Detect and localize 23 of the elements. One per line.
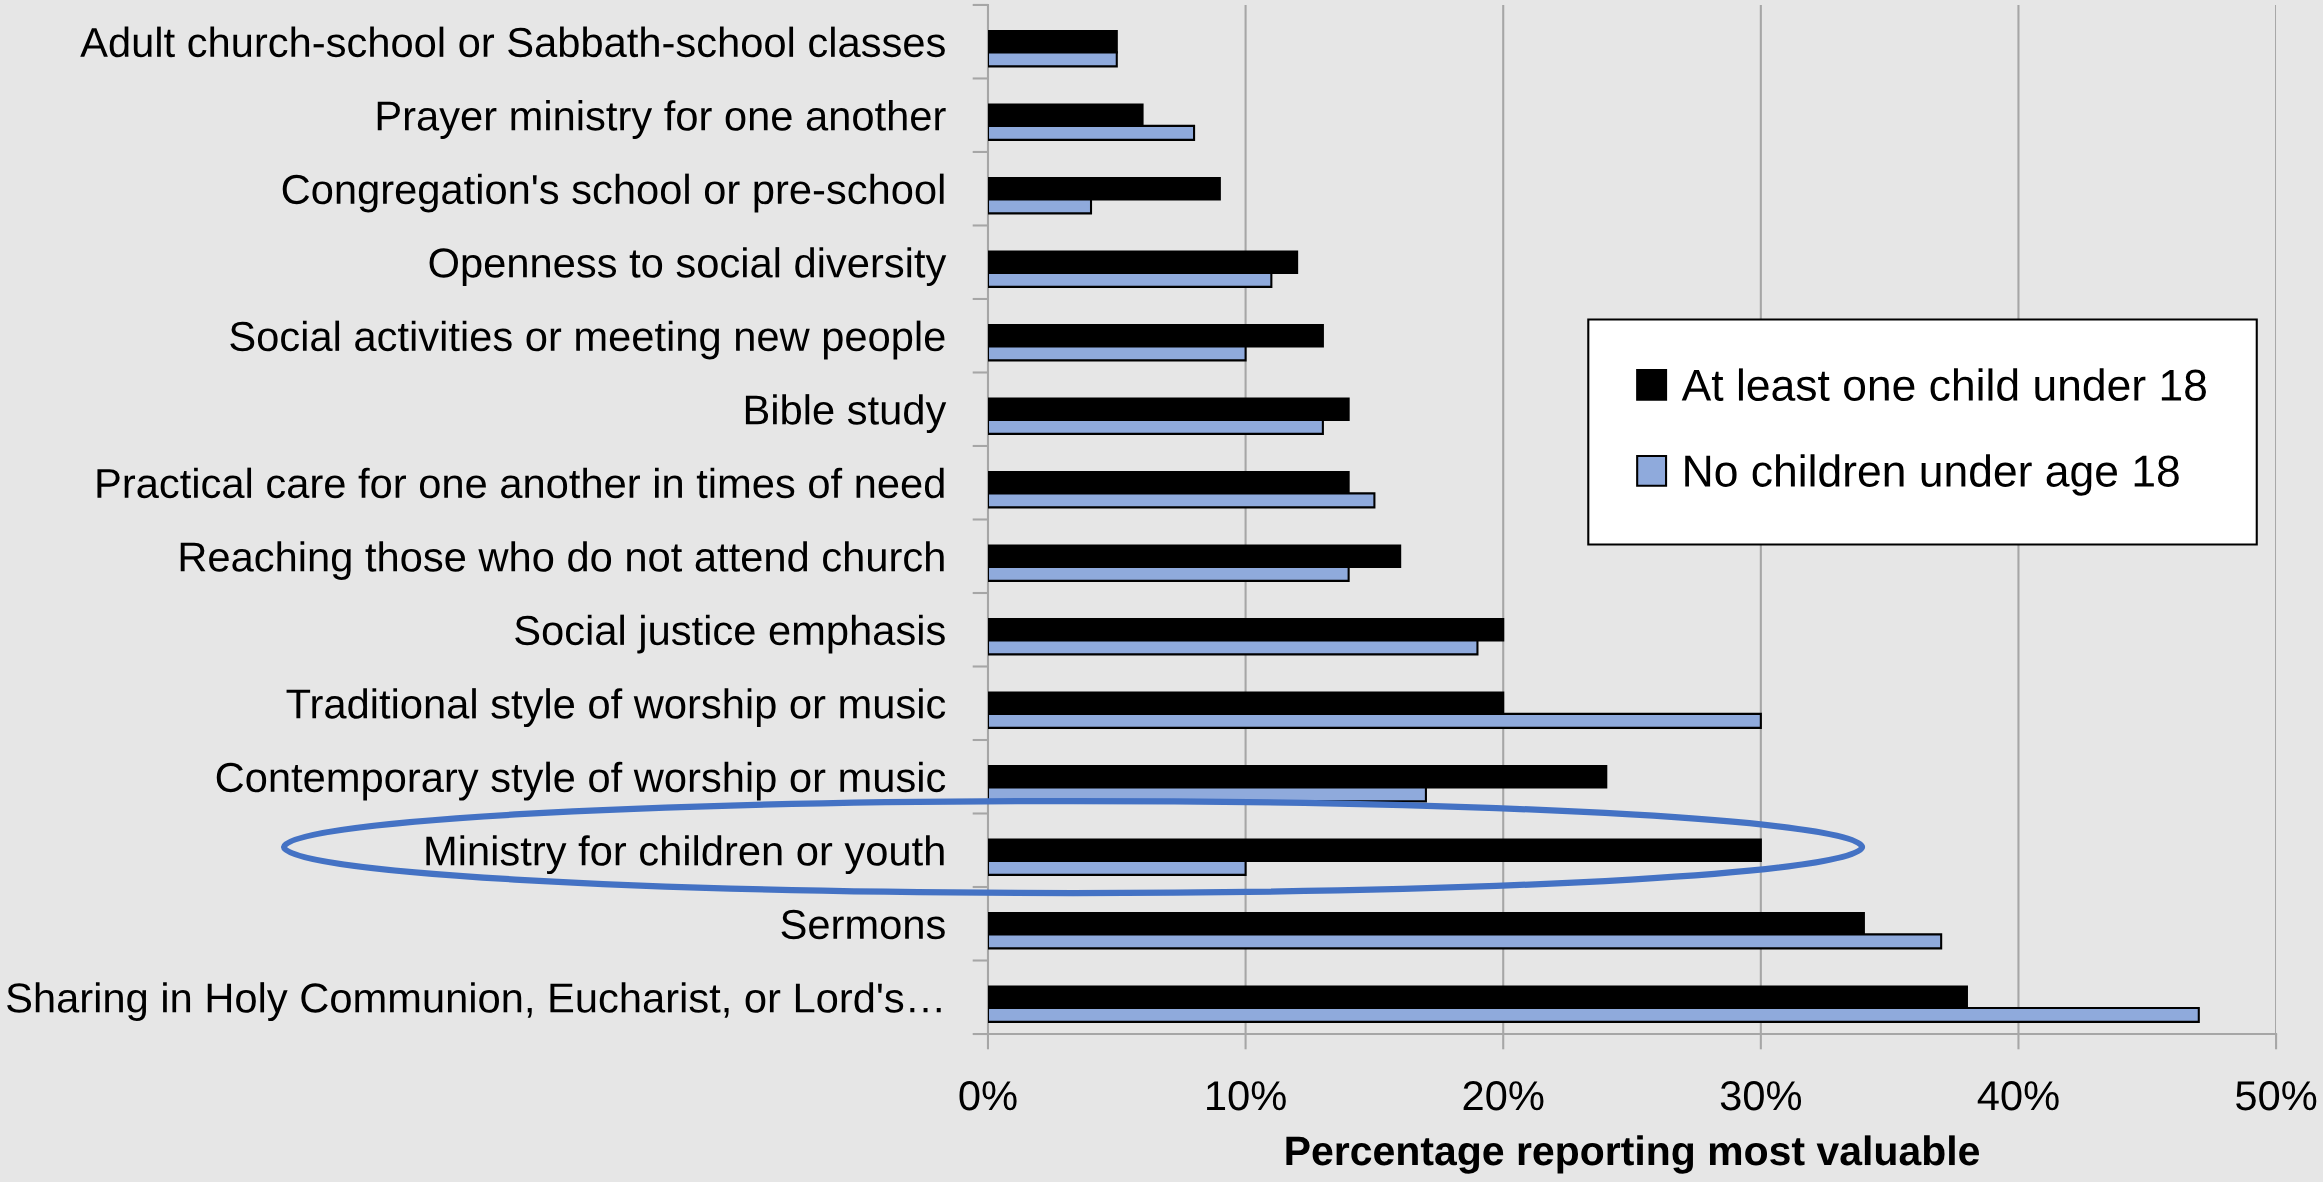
y-tick-label: Bible study — [745, 394, 947, 433]
legend-label: No children under age 18 — [1685, 454, 2179, 496]
legend-label: At least one child under 18 — [1681, 368, 2206, 402]
y-tick-label: Sermons — [781, 909, 945, 940]
y-tick-label: Sharing in Holy Communion, Eucharist, or Lord's… — [7, 982, 941, 1022]
y-tick-label: Adult church-school or Sabbath-school classes — [80, 26, 945, 58]
y-tick-label: Prayer ministry for one another — [377, 100, 946, 139]
y-tick-label: Social justice emphasis — [515, 614, 945, 654]
x-tick-label: 50% — [2236, 1080, 2317, 1111]
y-tick-label: Practical care for one another in times of need — [97, 467, 944, 499]
x-tick-label: 40% — [1977, 1080, 2059, 1111]
x-tick-label: 30% — [1720, 1080, 1802, 1111]
y-tick-label: Social activities or meeting new people — [230, 320, 945, 360]
y-tick-label: Openness to social diversity — [429, 247, 947, 286]
x-axis-title: Percentage reporting most valuable — [1286, 1135, 1980, 1174]
x-tick-label: 0% — [959, 1080, 1017, 1111]
y-tick-label: Ministry for children or youth — [426, 835, 944, 874]
y-tick-label: Traditional style of worship or music — [286, 688, 946, 727]
y-tick-label: Reaching those who do not attend church — [180, 541, 944, 580]
y-tick-label: Contemporary style of worship or music — [216, 761, 946, 801]
x-tick-label: 20% — [1463, 1080, 1544, 1111]
y-tick-label: Congregation's school or pre-school — [282, 173, 944, 213]
x-tick-label: 10% — [1207, 1080, 1286, 1111]
